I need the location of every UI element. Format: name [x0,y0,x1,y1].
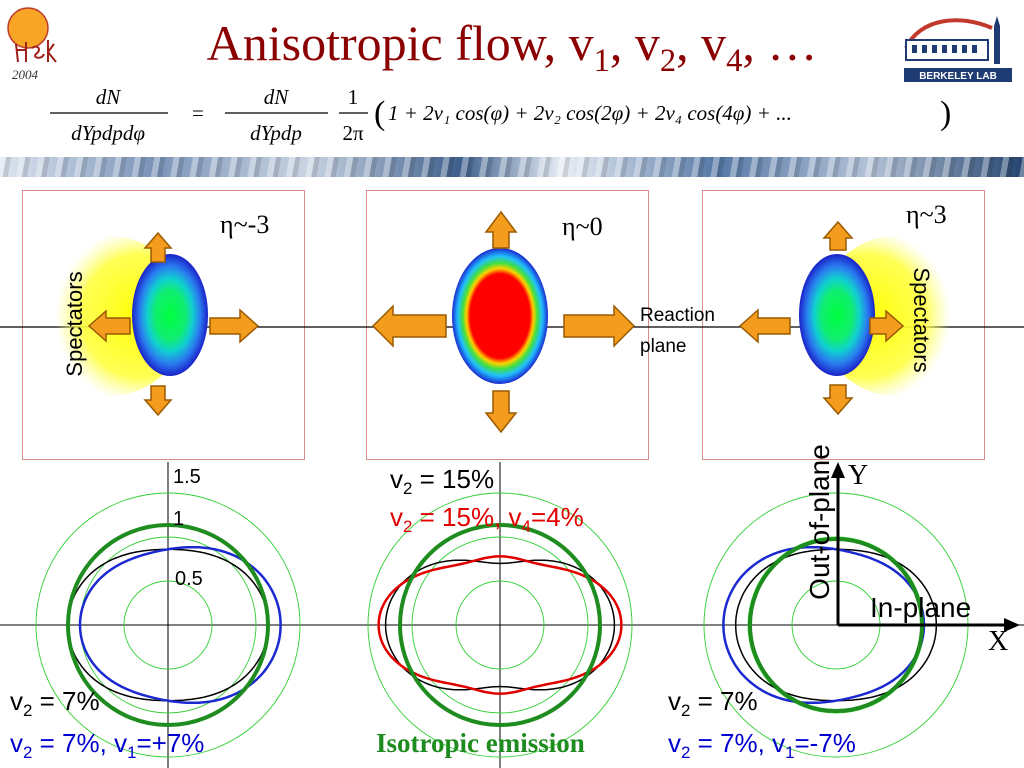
eta-label-right: η~3 [906,200,947,230]
label-center-v2: v2 = 15% [390,464,494,499]
y-axis-label: Y [848,460,868,492]
fireball-right [799,254,875,376]
out-of-plane-label: Out-of-plane [804,422,836,622]
label-center-v2-v4: v2 = 15%, v4=4% [390,502,584,537]
reaction-plane-label-2: plane [640,336,687,358]
tick-label-0.5: 0.5 [175,568,203,591]
eta-label-center: η~0 [562,212,603,242]
label-right-v2: v2 = 7% [668,686,758,721]
in-plane-label: In-plane [870,592,971,624]
eta-label-left: η~-3 [220,210,269,240]
label-right-v2-v1: v2 = 7%, v1=-7% [668,728,856,763]
arrow-right-center [564,306,634,346]
spectators-label-right: Spectators [908,240,934,400]
tick-label-1.5: 1.5 [173,466,201,489]
arrow-right-left [210,310,258,342]
arrow-up-right [824,222,852,250]
arrow-up-center [486,212,516,248]
label-left-v2: v2 = 7% [10,686,100,721]
arrow-down-right [824,385,852,414]
arrow-down-left [145,386,171,415]
fireball-left [132,254,208,376]
reaction-plane-label-1: Reaction [640,305,715,327]
arrow-left-center [373,306,446,346]
tick-label-1: 1 [173,508,184,531]
arrow-down-center [486,391,516,432]
label-left-v2-v1: v2 = 7%, v1=+7% [10,728,204,763]
spectators-label-left: Spectators [62,244,88,404]
x-axis-label: X [988,626,1008,658]
fireball-center [452,248,548,384]
isotropic-emission-label: Isotropic emission [376,728,585,759]
arrow-left-right [740,310,790,342]
